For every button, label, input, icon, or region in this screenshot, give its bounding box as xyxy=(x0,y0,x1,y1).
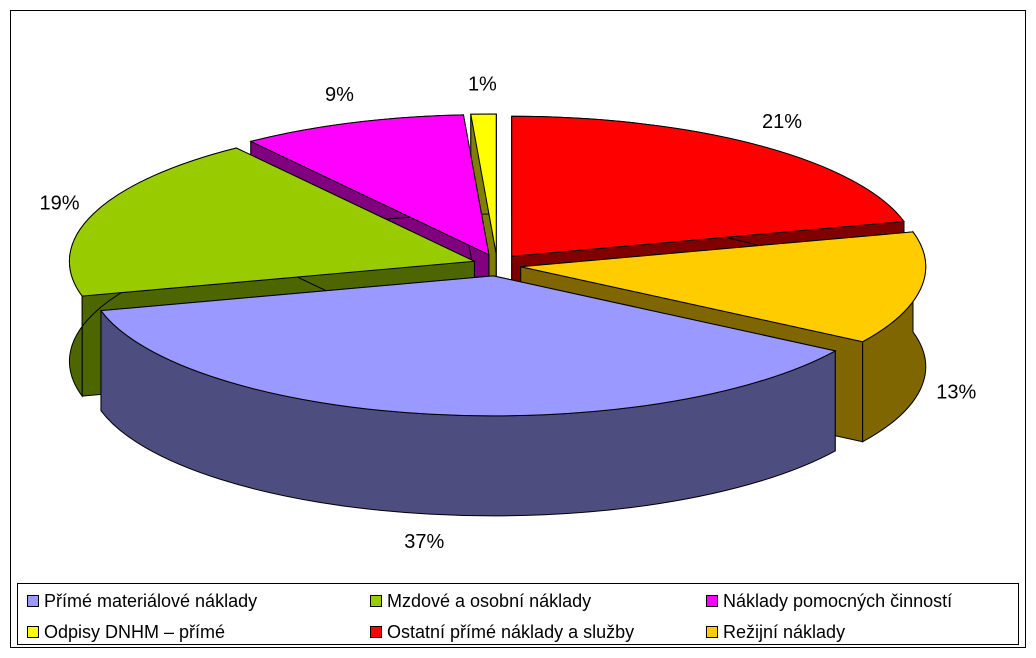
legend-swatch xyxy=(27,626,39,638)
data-label: 19% xyxy=(39,192,79,214)
data-label: 9% xyxy=(325,84,354,106)
slice-top xyxy=(520,231,927,343)
legend-label: Přímé materiálové náklady xyxy=(44,591,257,611)
data-label: 13% xyxy=(936,381,976,403)
data-label: 1% xyxy=(468,73,497,95)
legend-label: Mzdové a osobní náklady xyxy=(387,591,591,611)
legend-swatch xyxy=(27,595,39,607)
legend-label: Odpisy DNHM – přímé xyxy=(44,622,225,642)
legend-label: Náklady pomocných činností xyxy=(723,591,952,611)
legend-swatch xyxy=(706,595,718,607)
slice xyxy=(100,275,837,517)
legend-swatch xyxy=(370,626,382,638)
slice-top xyxy=(470,113,497,255)
slice-top xyxy=(68,147,477,297)
slice-top xyxy=(100,275,837,417)
data-label: 21% xyxy=(762,111,802,133)
slice-top xyxy=(249,114,490,256)
data-label: 37% xyxy=(404,531,444,553)
legend-box xyxy=(17,583,1019,645)
slice-top xyxy=(511,115,905,257)
legend-label: Ostatní přímé náklady a služby xyxy=(387,622,634,642)
legend-swatch xyxy=(706,626,718,638)
legend-swatch xyxy=(370,595,382,607)
legend-label: Režijní náklady xyxy=(723,622,845,642)
